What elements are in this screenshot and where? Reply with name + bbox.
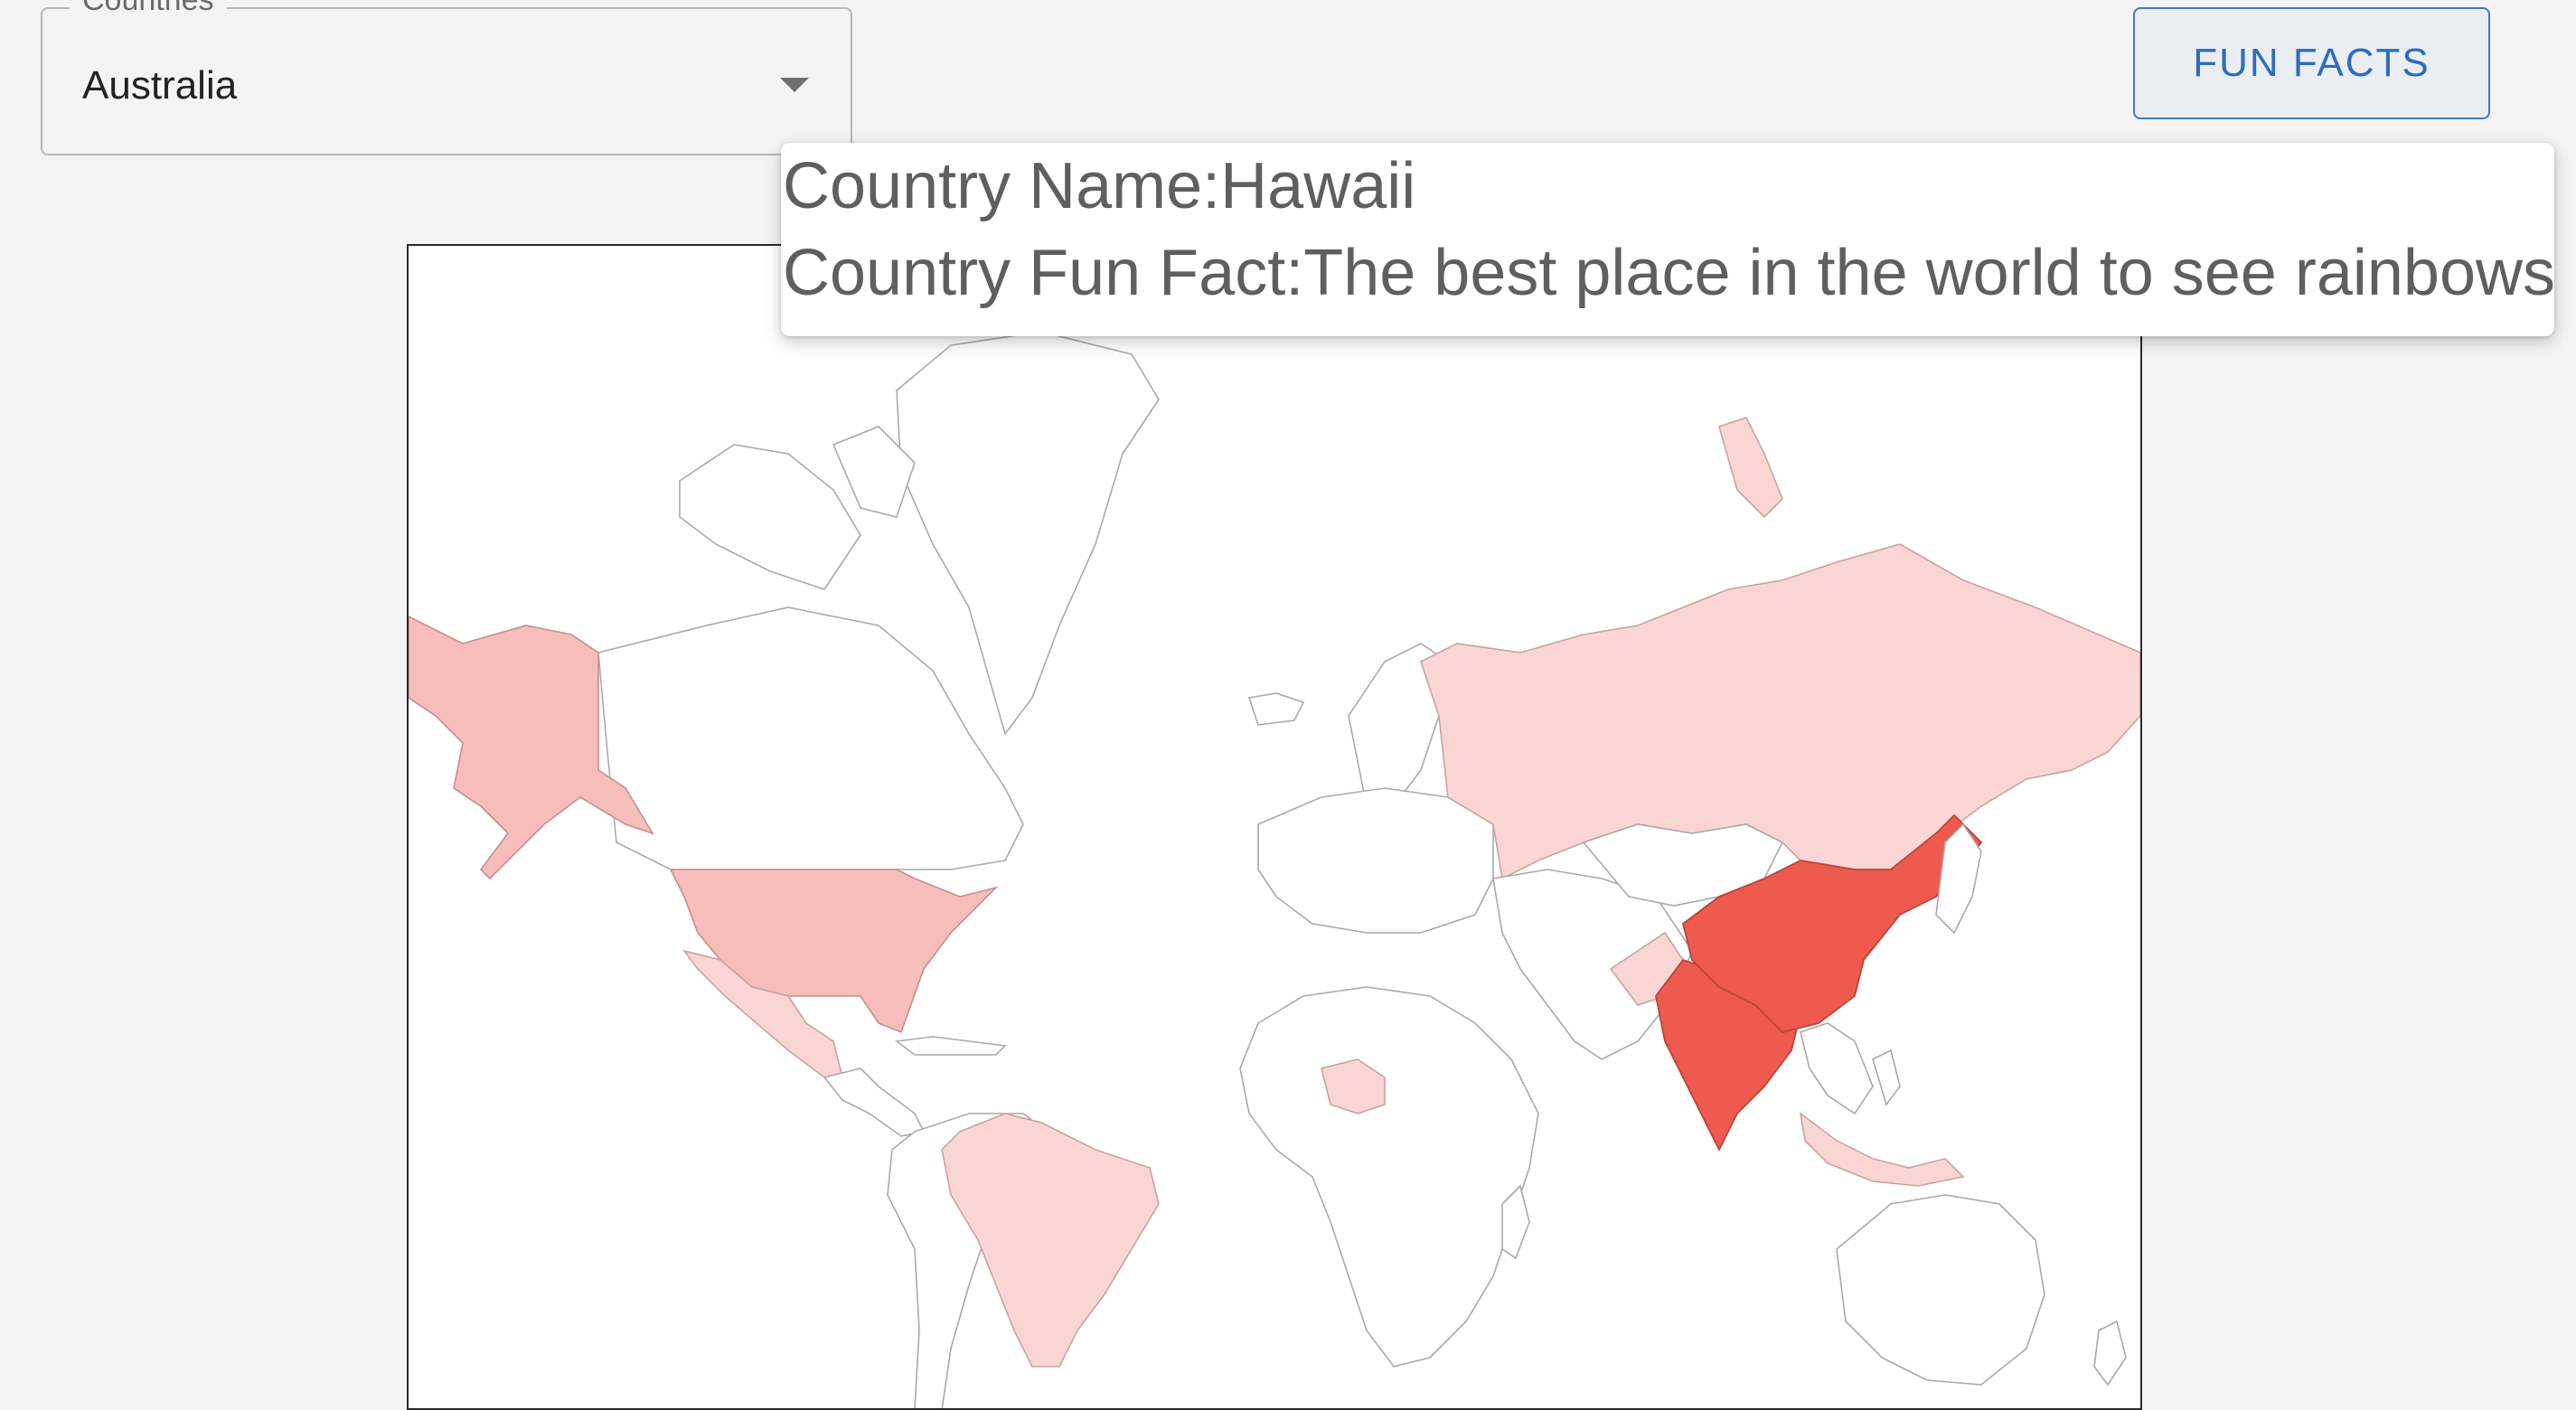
tooltip-fact-line: Country Fun Fact:The best place in the w… [781,230,2554,316]
country-select-value: Australia [82,63,238,108]
map-region-iceland[interactable] [1247,692,1305,726]
map-region-philippines[interactable] [1872,1048,1901,1106]
map-region-greenland[interactable] [896,331,1160,736]
map-region-canada[interactable] [597,606,1024,870]
chevron-down-icon [780,78,809,92]
map-region-brazil[interactable] [941,1113,1160,1368]
tooltip-fact-prefix: Country Fun Fact: [783,237,1304,309]
map-region-europe[interactable] [1257,787,1494,934]
tooltip-name-value: Hawaii [1220,150,1416,222]
world-map-svg [409,331,2140,1408]
fun-facts-button[interactable]: FUN FACTS [2133,7,2490,119]
map-region-madagascar[interactable] [1501,1184,1530,1260]
world-map [407,244,2142,1410]
map-region-central-asia[interactable] [1582,823,1784,907]
map-region-middle-east[interactable] [1492,869,1693,1060]
map-region-nigeria[interactable] [1321,1058,1386,1114]
map-region-japan[interactable] [1935,822,1982,935]
country-select[interactable]: Countries Australia [41,0,852,155]
country-select-label: Countries [70,0,227,18]
map-region-russia[interactable] [1420,543,2140,898]
map-region-canadian-arctic[interactable] [679,444,861,590]
tooltip-fact-value: The best place in the world to see rainb… [1303,237,2554,309]
map-region-australia[interactable] [1836,1194,2045,1386]
map-region-usa[interactable] [669,869,999,1034]
country-tooltip: Country Name:Hawaii Country Fun Fact:The… [781,143,2554,336]
map-region-indonesia[interactable] [1799,1112,1965,1187]
map-region-alaska[interactable] [409,616,654,880]
map-region-southeast-asia[interactable] [1800,1022,1874,1115]
map-region-central-america[interactable] [823,1067,926,1137]
tooltip-name-line: Country Name:Hawaii [781,143,2554,230]
tooltip-name-prefix: Country Name: [783,150,1221,222]
map-region-china[interactable] [1681,813,1983,1033]
map-region-new-zealand[interactable] [2093,1320,2127,1386]
map-region-novaya-zemlya[interactable] [1718,417,1783,519]
map-region-caribbean[interactable] [894,1036,1007,1056]
map-region-baffin[interactable] [832,426,916,518]
map-region-africa[interactable] [1239,986,1539,1368]
